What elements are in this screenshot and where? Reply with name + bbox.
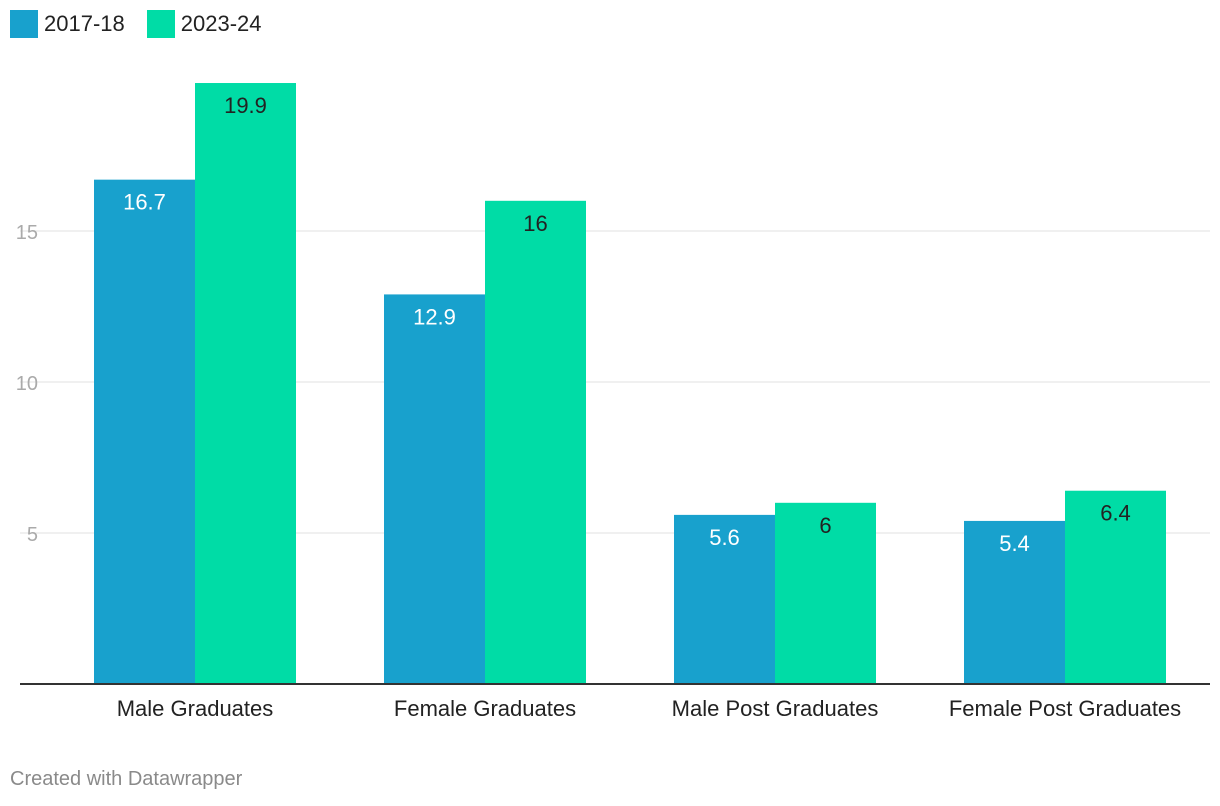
legend-label-2023-24: 2023-24 [180,11,262,36]
legend-item-2017-18: 2017-18 [10,10,125,38]
x-tick-label-0: Male Graduates [117,696,274,721]
bar-2017-18-0 [94,179,195,684]
y-tick-label-10: 10 [16,373,38,395]
data-label-2023-24-3: 6.4 [1100,501,1131,526]
legend-swatch-2017-18 [10,10,38,38]
y-tick-label-15: 15 [16,222,38,244]
data-label-2023-24-1: 16 [523,211,547,236]
data-label-2017-18-3: 5.4 [999,531,1030,556]
bar-2023-24-0 [195,83,296,684]
data-label-2017-18-1: 12.9 [413,304,456,329]
attribution-footer: Created with Datawrapper [10,768,243,790]
data-label-2023-24-2: 6 [819,513,831,538]
bar-2023-24-1 [485,200,586,685]
chart-legend: 2017-18 2023-24 [10,10,284,38]
data-label-2017-18-2: 5.6 [709,525,740,550]
bar-2017-18-3 [964,520,1065,684]
bar-2023-24-2 [775,502,876,684]
y-tick-label-5: 5 [27,524,38,546]
data-label-2017-18-0: 16.7 [123,190,166,215]
x-tick-label-3: Female Post Graduates [949,696,1181,721]
legend-swatch-2023-24 [146,10,175,38]
x-tick-label-1: Female Graduates [394,696,576,721]
legend-label-2017-18: 2017-18 [44,11,125,36]
x-tick-label-2: Male Post Graduates [672,696,879,721]
bar-2017-18-1 [384,294,485,684]
bar-2023-24-3 [1065,490,1166,684]
data-label-2023-24-0: 19.9 [224,93,267,118]
legend-item-2023-24: 2023-24 [146,10,262,38]
bar-2017-18-2 [674,514,775,684]
